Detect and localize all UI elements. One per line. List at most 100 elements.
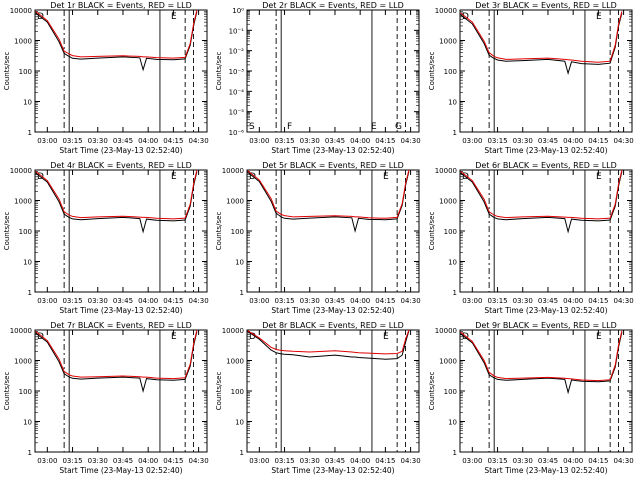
x-tick-label: 03:00 (37, 297, 57, 305)
series-line-lld (460, 169, 623, 220)
series-line-events (247, 171, 410, 233)
series-line-lld (35, 329, 198, 380)
x-tick-label: 03:00 (37, 457, 57, 465)
panel-title: Det 9r BLACK = Events, RED = LLD (475, 321, 617, 330)
y-axis-label: Counts/sec (215, 212, 223, 251)
x-tick-label: 03:45 (325, 137, 345, 145)
x-tick-label: 03:45 (113, 457, 133, 465)
x-tick-label: 04:30 (614, 137, 634, 145)
y-tick-label: 10 (23, 419, 32, 427)
x-tick-label: 03:00 (462, 137, 482, 145)
series-line-events (35, 331, 198, 393)
y-tick-label: 1 (453, 289, 457, 297)
x-tick-label: 03:30 (300, 297, 320, 305)
y-tick-label: 1000 (439, 358, 457, 366)
x-tick-label: 03:45 (538, 297, 558, 305)
x-tick-label: 04:00 (138, 457, 158, 465)
x-axis-label: Start Time (23-May-13 02:52:40) (271, 306, 394, 315)
x-tick-label: 03:30 (300, 137, 320, 145)
marker-label: E (171, 172, 177, 182)
y-axis-label: Counts/sec (215, 372, 223, 411)
x-tick-label: 03:30 (88, 137, 108, 145)
marker-label: E (383, 172, 389, 182)
y-tick-label: 10 (448, 259, 457, 267)
y-tick-label: 100 (19, 388, 32, 396)
x-tick-label: 03:30 (300, 457, 320, 465)
y-tick-label: 100 (231, 228, 244, 236)
y-tick-label: 1000 (14, 198, 32, 206)
x-tick-label: 03:00 (37, 137, 57, 145)
x-tick-label: 04:00 (350, 297, 370, 305)
x-tick-label: 03:45 (538, 137, 558, 145)
marker-label: F (287, 122, 292, 132)
x-tick-label: 04:15 (588, 137, 608, 145)
panel-title: Det 1r BLACK = Events, RED = LLD (50, 1, 192, 10)
y-tick-label: 10 (235, 419, 244, 427)
y-axis-label: Counts/sec (3, 212, 11, 251)
y-tick-label: 100 (19, 228, 32, 236)
marker-label: S (249, 122, 255, 132)
panel-title: Det 7r BLACK = Events, RED = LLD (50, 321, 192, 330)
x-tick-label: 03:15 (487, 457, 507, 465)
series-line-lld (35, 169, 198, 220)
panel-title: Det 8r BLACK = Events, RED = LLD (262, 321, 404, 330)
series-line-events (460, 332, 623, 395)
x-tick-label: 03:45 (113, 297, 133, 305)
x-axis-label: Start Time (23-May-13 02:52:40) (59, 306, 182, 315)
y-tick-label: 1 (453, 449, 457, 457)
marker-label: D (249, 332, 256, 342)
x-tick-label: 04:30 (189, 137, 209, 145)
panel-title: Det 3r BLACK = Events, RED = LLD (475, 1, 617, 10)
x-tick-label: 04:15 (163, 297, 183, 305)
y-axis-label: Counts/sec (428, 52, 436, 91)
y-tick-label: 1 (453, 129, 457, 137)
y-tick-label: 10⁻¹ (229, 27, 245, 35)
x-tick-label: 03:15 (62, 457, 82, 465)
x-tick-label: 04:00 (563, 137, 583, 145)
x-tick-label: 04:30 (401, 137, 421, 145)
marker-label: E (596, 172, 602, 182)
panel-title: Det 4r BLACK = Events, RED = LLD (50, 161, 192, 170)
y-tick-label: 1 (28, 129, 32, 137)
y-tick-label: 1 (240, 289, 244, 297)
y-tick-label: 1000 (14, 38, 32, 46)
series-line-lld (460, 330, 623, 382)
panel-det-9: Det 9r BLACK = Events, RED = LLD 1 10 100 10… (428, 321, 634, 475)
y-tick-label: 1000 (226, 358, 244, 366)
y-tick-label: 10⁻⁴ (229, 88, 245, 96)
y-tick-label: 10 (23, 99, 32, 107)
y-tick-label: 1 (28, 289, 32, 297)
x-tick-label: 04:15 (163, 137, 183, 145)
y-tick-label: 10 (448, 99, 457, 107)
y-tick-label: 100 (444, 388, 457, 396)
y-tick-label: 10000 (435, 167, 457, 175)
x-tick-label: 03:00 (249, 297, 269, 305)
y-tick-label: 1 (28, 449, 32, 457)
y-tick-label: 100 (231, 388, 244, 396)
x-tick-label: 04:30 (614, 457, 634, 465)
panel-title: Det 6r BLACK = Events, RED = LLD (475, 161, 617, 170)
x-tick-label: 03:30 (513, 137, 533, 145)
x-tick-label: 04:00 (350, 457, 370, 465)
x-tick-label: 03:00 (249, 137, 269, 145)
series-line-events (35, 11, 198, 72)
x-tick-label: 04:15 (588, 297, 608, 305)
series-line-events (35, 171, 198, 234)
x-tick-label: 03:45 (113, 137, 133, 145)
x-axis-label: Start Time (23-May-13 02:52:40) (59, 146, 182, 155)
marker-label: D (249, 172, 256, 182)
y-tick-label: 10⁻⁶ (229, 129, 245, 137)
x-tick-label: 04:15 (375, 297, 395, 305)
x-tick-label: 03:15 (274, 137, 294, 145)
y-axis-label: Counts/sec (428, 372, 436, 411)
x-tick-label: 03:30 (88, 297, 108, 305)
y-tick-label: 10 (23, 259, 32, 267)
panel-det-5: Det 5r BLACK = Events, RED = LLD 1 10 100 10… (215, 161, 421, 315)
y-tick-label: 10⁻⁵ (229, 109, 245, 117)
panel-det-3: Det 3r BLACK = Events, RED = LLD 1 10 100 10… (428, 1, 634, 155)
x-tick-label: 03:15 (487, 297, 507, 305)
y-tick-label: 100 (444, 68, 457, 76)
series-line-lld (35, 9, 198, 59)
y-tick-label: 1000 (439, 38, 457, 46)
